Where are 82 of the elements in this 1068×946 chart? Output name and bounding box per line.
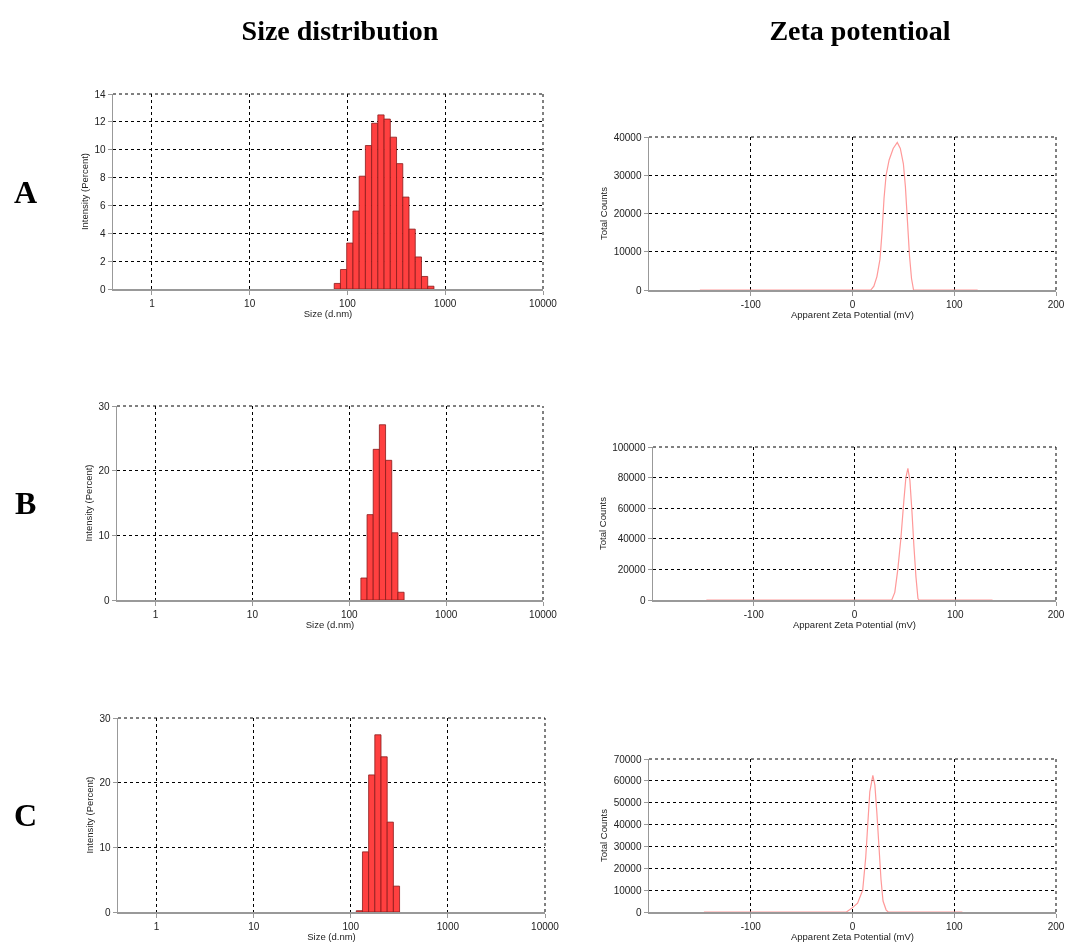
x-tick-label: -100 — [740, 298, 762, 310]
x-tick-label: -100 — [743, 608, 765, 620]
y-tick-label: 12 — [94, 116, 106, 128]
y-tick-label: 20000 — [617, 563, 646, 575]
y-axis-title: Total Counts — [598, 186, 610, 240]
y-tick-label: 20 — [98, 465, 110, 477]
y-tick-label: 70000 — [613, 753, 642, 765]
text: C — [14, 797, 38, 833]
y-tick-label: 10 — [99, 841, 111, 853]
x-tick-label: 100 — [945, 298, 964, 310]
x-tick-label: 1 — [152, 608, 159, 620]
x-tick-label: 100 — [339, 297, 357, 309]
x-axis-title: Size (d.nm) — [303, 308, 353, 320]
x-tick-label: -100 — [740, 920, 762, 932]
x-tick-label: 1000 — [435, 608, 458, 620]
y-tick-label: 20000 — [613, 208, 642, 219]
y-tick-label: 20 — [99, 777, 111, 789]
y-tick-label: 40000 — [617, 533, 646, 545]
x-tick-label: 10000 — [531, 920, 560, 932]
y-tick-label: 6 — [99, 199, 106, 211]
x-tick-label: 100 — [340, 608, 359, 620]
line-series — [703, 774, 963, 912]
x-axis-title: Apparent Zeta Potential (mV) — [792, 619, 917, 631]
chart-title: Size distribution — [241, 14, 439, 46]
y-tick-label: 40000 — [613, 819, 642, 831]
x-tick-label: 10000 — [529, 608, 558, 620]
x-tick-label: 100 — [945, 920, 964, 932]
x-axis-title: Size (d.nm) — [305, 619, 355, 631]
y-tick-label: 30000 — [613, 840, 642, 852]
chart-title: Zeta potentioal — [769, 14, 951, 46]
y-tick-label: 0 — [635, 906, 642, 918]
y-tick-label: 80000 — [617, 472, 646, 484]
y-tick-label: 10 — [98, 529, 110, 541]
y-tick-label: 10 — [94, 144, 106, 156]
y-tick-label: 30000 — [613, 169, 642, 181]
x-tick-label: 0 — [851, 608, 858, 620]
line-series — [705, 467, 994, 600]
y-tick-label: 30 — [98, 400, 110, 412]
x-axis-title: Size (d.nm) — [307, 931, 356, 943]
x-tick-label: 1 — [149, 297, 156, 309]
x-tick-label: 0 — [849, 298, 856, 310]
x-tick-label: 200 — [1047, 920, 1065, 932]
y-tick-label: 2 — [99, 255, 106, 267]
y-tick-label: 0 — [635, 284, 642, 296]
y-tick-label: 0 — [99, 283, 106, 295]
y-tick-label: 0 — [103, 594, 110, 606]
x-tick-label: 1 — [153, 920, 160, 932]
y-tick-label: 20000 — [613, 862, 642, 874]
x-tick-label: 10 — [244, 297, 256, 309]
y-axis-title: Total Counts — [596, 496, 608, 550]
y-tick-label: 50000 — [613, 797, 642, 809]
y-axis-title: Intensity (Percent) — [83, 776, 95, 854]
x-axis-title: Apparent Zeta Potential (mV) — [790, 931, 915, 943]
y-tick-label: 60000 — [617, 502, 646, 514]
x-tick-label: 0 — [849, 920, 856, 932]
x-tick-label: 200 — [1047, 608, 1065, 620]
y-tick-label: 10000 — [613, 884, 642, 896]
x-tick-label: 10 — [246, 608, 259, 620]
x-tick-label: 100 — [946, 608, 965, 620]
y-tick-label: 0 — [639, 594, 646, 606]
x-axis-title: Apparent Zeta Potential (mV) — [790, 309, 915, 321]
y-tick-label: 8 — [99, 172, 106, 184]
x-tick-label: 1000 — [436, 920, 460, 932]
text: A — [14, 174, 38, 210]
y-tick-label: 60000 — [613, 775, 642, 787]
x-tick-label: 10 — [248, 920, 260, 932]
y-axis-title: Total Counts — [598, 808, 610, 862]
x-tick-label: 200 — [1047, 298, 1065, 310]
text: B — [15, 485, 37, 521]
y-tick-label: 30 — [99, 712, 111, 724]
line-series — [699, 141, 979, 290]
y-tick-label: 10000 — [613, 246, 642, 258]
y-tick-label: 0 — [104, 906, 111, 918]
x-tick-label: 1000 — [434, 297, 457, 309]
y-tick-label: 100000 — [612, 441, 646, 453]
x-tick-label: 10000 — [529, 297, 558, 309]
y-tick-label: 4 — [99, 227, 106, 239]
y-axis-title: Intensity (Percent) — [82, 464, 94, 542]
y-axis-title: Intensity (Percent) — [78, 152, 90, 231]
x-tick-label: 100 — [342, 920, 360, 932]
y-tick-label: 40000 — [613, 131, 642, 143]
y-tick-label: 14 — [94, 88, 106, 100]
